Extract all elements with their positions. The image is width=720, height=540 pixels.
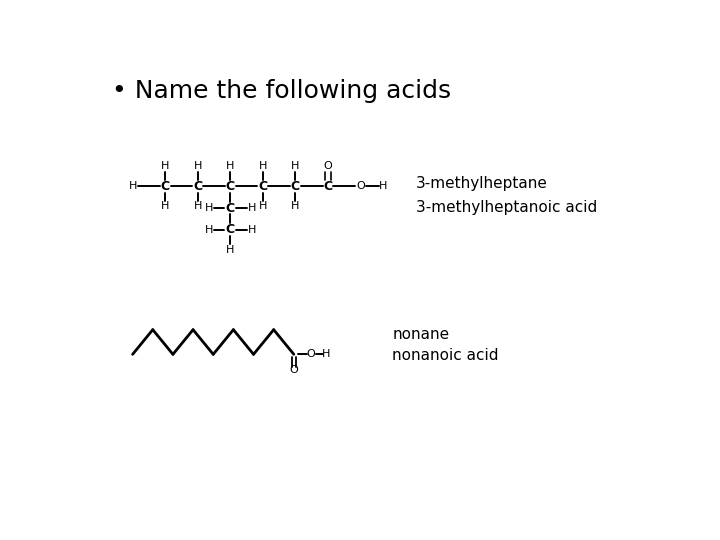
Text: H: H: [322, 349, 330, 359]
Text: C: C: [225, 201, 235, 214]
Text: H: H: [226, 161, 235, 171]
Text: nonane: nonane: [392, 327, 449, 342]
Text: C: C: [291, 180, 300, 193]
Text: H: H: [204, 225, 213, 234]
Text: C: C: [225, 223, 235, 236]
Text: O: O: [323, 161, 333, 171]
Text: nonanoic acid: nonanoic acid: [392, 348, 499, 363]
Text: O: O: [307, 349, 315, 359]
Text: C: C: [323, 180, 333, 193]
Text: • Name the following acids: • Name the following acids: [112, 79, 451, 103]
Text: 3-methylheptane: 3-methylheptane: [415, 177, 547, 192]
Text: H: H: [194, 201, 202, 212]
Text: H: H: [248, 225, 256, 234]
Text: H: H: [161, 201, 169, 212]
Text: C: C: [161, 180, 170, 193]
Text: H: H: [161, 161, 169, 171]
Text: H: H: [248, 203, 256, 213]
Text: H: H: [258, 201, 267, 212]
Text: H: H: [226, 245, 235, 254]
Text: 3-methylheptanoic acid: 3-methylheptanoic acid: [415, 200, 597, 214]
Text: O: O: [356, 181, 365, 192]
Text: H: H: [194, 161, 202, 171]
Text: H: H: [379, 181, 387, 192]
Text: C: C: [193, 180, 202, 193]
Text: H: H: [204, 203, 213, 213]
Text: C: C: [258, 180, 267, 193]
Text: H: H: [128, 181, 137, 192]
Text: C: C: [225, 180, 235, 193]
Text: O: O: [289, 364, 298, 375]
Text: H: H: [291, 201, 300, 212]
Text: H: H: [291, 161, 300, 171]
Text: H: H: [258, 161, 267, 171]
